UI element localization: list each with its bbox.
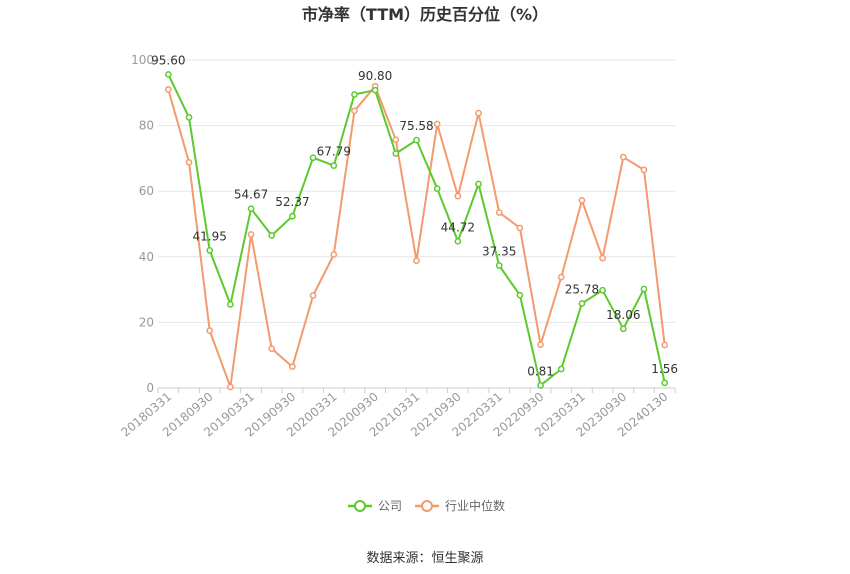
series-1-point — [640, 166, 648, 174]
series-0-point — [537, 381, 544, 389]
series-1-point — [661, 341, 669, 349]
data-label: 25.78 — [565, 282, 599, 296]
data-label: 54.67 — [234, 188, 268, 202]
series-0-point — [557, 365, 565, 373]
x-axis: 2018033120180930201903312019093020200331… — [118, 387, 676, 440]
data-label: 95.60 — [151, 53, 185, 67]
series-1-point — [413, 257, 420, 265]
legend-label-company: 公司 — [378, 499, 402, 513]
data-label: 1.56 — [651, 362, 678, 376]
y-tick-label: 0 — [146, 381, 154, 395]
series-1-point — [599, 254, 606, 262]
series-0-point — [289, 212, 296, 220]
y-axis: 0 20 40 60 80 100 — [131, 53, 154, 395]
y-tick-label: 60 — [139, 184, 154, 198]
data-label: 67.79 — [317, 145, 351, 159]
legend-swatch-marker — [354, 500, 366, 512]
series-0-point — [640, 285, 648, 293]
series-0-point — [185, 114, 193, 121]
data-labels: 95.60 41.95 54.67 52.37 67.79 90.80 75.58 44.72… — [151, 53, 678, 378]
series-0-point — [454, 237, 462, 245]
series-0-point — [309, 154, 317, 162]
series-0-point — [475, 180, 482, 188]
legend-swatch-marker — [421, 500, 433, 512]
series-1-point — [227, 383, 234, 391]
series-1-point — [247, 231, 255, 238]
series-1-point — [289, 363, 296, 371]
chart-title: 市净率（TTM）历史百分位（%） — [302, 5, 548, 24]
series-0-point — [661, 379, 669, 387]
series-0-point — [495, 262, 503, 269]
y-tick-label: 80 — [139, 119, 154, 133]
series-1-point — [475, 109, 482, 117]
series-1-point — [433, 120, 441, 128]
series-1-point — [557, 273, 565, 281]
series-0-point — [227, 301, 234, 308]
series-1-point — [495, 209, 503, 216]
source-note: 数据来源：恒生聚源 — [366, 551, 483, 566]
series-1-point — [619, 153, 627, 161]
data-label: 0.81 — [527, 364, 554, 378]
series-0-point — [516, 291, 524, 299]
series-1-point — [537, 341, 544, 349]
series-0-point — [351, 91, 358, 98]
legend-label-industry-median: 行业中位数 — [445, 498, 505, 513]
series-1-point — [454, 192, 462, 200]
series-0-point — [578, 300, 586, 307]
y-tick-label: 40 — [139, 250, 154, 264]
series-0-point — [330, 162, 338, 169]
series-1-point — [309, 292, 317, 299]
series-0-point — [433, 185, 441, 192]
series-1-point — [351, 107, 358, 115]
series-1-point — [578, 197, 586, 204]
data-label: 18.06 — [606, 308, 640, 322]
series-1-point — [516, 224, 524, 232]
data-label: 75.58 — [399, 119, 433, 133]
series-0-point — [619, 325, 627, 333]
series-points — [164, 71, 669, 391]
data-label: 52.37 — [275, 195, 309, 209]
grid-lines — [158, 59, 675, 323]
legend-item-company[interactable]: 公司 — [348, 499, 402, 513]
data-label: 41.95 — [193, 229, 227, 243]
legend: 公司 行业中位数 — [348, 498, 505, 513]
y-tick-label: 100 — [131, 53, 154, 67]
legend-item-industry-median[interactable]: 行业中位数 — [415, 498, 505, 513]
series-1-point — [330, 251, 338, 258]
series-1-point — [392, 136, 400, 144]
series-0-point — [599, 286, 606, 294]
series-1-point — [206, 327, 214, 334]
series-1-point — [268, 345, 276, 352]
series-0-point — [206, 247, 214, 254]
series-0-point — [392, 150, 400, 157]
series-0-point — [164, 71, 172, 78]
data-label: 44.72 — [441, 220, 475, 234]
series-1-point — [185, 158, 193, 166]
y-tick-label: 20 — [139, 315, 154, 329]
data-label: 37.35 — [482, 244, 516, 258]
series-0-point — [413, 136, 420, 144]
data-label: 90.80 — [358, 69, 392, 83]
series-0-point — [268, 232, 276, 239]
series-1-point — [164, 86, 172, 93]
series-0-point — [247, 205, 255, 213]
series-0-point — [371, 86, 379, 94]
